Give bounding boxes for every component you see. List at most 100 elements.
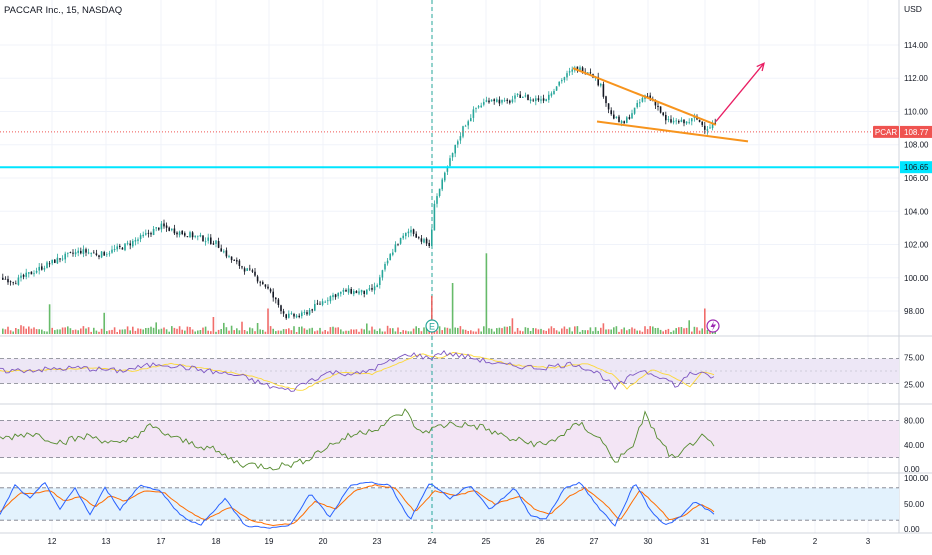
candle bbox=[545, 98, 547, 102]
price-candles[interactable] bbox=[2, 65, 716, 320]
volume-bar bbox=[516, 328, 519, 334]
volume-bar bbox=[407, 331, 410, 334]
volume-bar bbox=[436, 330, 438, 334]
volume-bar bbox=[184, 330, 186, 334]
candle bbox=[522, 96, 524, 98]
candle bbox=[462, 125, 464, 139]
volume-bar bbox=[615, 326, 618, 334]
volume-bar bbox=[685, 327, 688, 334]
volume-bar bbox=[129, 330, 131, 334]
volume-bar bbox=[327, 331, 329, 334]
candle bbox=[69, 251, 72, 254]
volume-bar bbox=[93, 327, 95, 334]
trend-drawings[interactable] bbox=[572, 62, 765, 143]
candle bbox=[61, 255, 64, 262]
price-axis[interactable]: 98.00 100.00 102.00 104.00 106.00 108.00 110.0… bbox=[904, 41, 929, 534]
candle bbox=[519, 91, 521, 98]
volume-bar bbox=[584, 330, 586, 334]
wedge-upper-line[interactable] bbox=[572, 67, 717, 126]
candle bbox=[134, 237, 137, 246]
volume-bar bbox=[532, 328, 534, 334]
candle bbox=[72, 249, 74, 257]
candle bbox=[449, 155, 451, 168]
candle bbox=[207, 233, 209, 244]
candle bbox=[147, 229, 150, 238]
candle bbox=[631, 109, 633, 119]
level-price-badge: 106.65 bbox=[900, 161, 932, 174]
volume-bar bbox=[529, 331, 532, 334]
volume-bar bbox=[160, 328, 163, 334]
projection-arrow[interactable] bbox=[715, 62, 765, 122]
volume-bar bbox=[163, 327, 165, 334]
volume-bar bbox=[470, 330, 472, 334]
candle bbox=[618, 114, 620, 123]
candle bbox=[256, 274, 259, 284]
candle bbox=[373, 282, 376, 295]
volume-bar bbox=[334, 327, 337, 334]
volume-bar bbox=[17, 329, 20, 334]
volume-bar bbox=[353, 329, 355, 334]
candle bbox=[210, 234, 212, 245]
candle bbox=[514, 92, 516, 103]
earnings-icon[interactable] bbox=[425, 319, 439, 333]
candle bbox=[264, 284, 267, 289]
time-tick-label: 18 bbox=[212, 537, 221, 546]
candle bbox=[100, 251, 103, 259]
candle bbox=[171, 228, 173, 232]
volume-bar bbox=[696, 327, 698, 334]
candle bbox=[379, 274, 381, 289]
candle bbox=[223, 249, 225, 254]
volume-bar bbox=[649, 326, 651, 334]
earnings-marker[interactable]: E bbox=[425, 319, 439, 333]
candle bbox=[641, 96, 644, 103]
volume-bar bbox=[103, 312, 105, 335]
volume-bar bbox=[607, 329, 610, 334]
candle bbox=[238, 259, 241, 269]
volume-bar bbox=[298, 326, 300, 334]
candle bbox=[548, 91, 550, 103]
volume-bar bbox=[290, 330, 293, 334]
candle bbox=[675, 118, 677, 125]
volume-bar bbox=[189, 327, 191, 334]
volume-bar bbox=[602, 323, 605, 334]
volume-bar bbox=[480, 331, 482, 334]
time-axis[interactable]: 12 13 17 18 19 20 23 24 25 26 27 30 31 Feb 2 3 bbox=[48, 537, 871, 546]
oscillator-pane[interactable] bbox=[0, 408, 715, 471]
candle bbox=[173, 224, 176, 235]
stochastic-pane[interactable] bbox=[0, 481, 715, 529]
volume-bar bbox=[316, 330, 319, 334]
dividend-marker[interactable] bbox=[706, 319, 720, 333]
candle bbox=[22, 273, 25, 280]
volume-bar bbox=[332, 326, 334, 334]
level-price-tag-text: 106.65 bbox=[904, 163, 929, 172]
rsi-pane[interactable] bbox=[0, 350, 715, 392]
volume-bar bbox=[225, 327, 228, 334]
rsi-tick-label: 75.00 bbox=[904, 353, 925, 362]
volume-bar bbox=[397, 327, 399, 334]
wedge-lower-line[interactable] bbox=[596, 120, 749, 143]
time-tick-label: 17 bbox=[157, 537, 166, 546]
candle bbox=[636, 100, 638, 109]
candle bbox=[215, 240, 217, 248]
volume-bar bbox=[633, 328, 636, 334]
candle bbox=[402, 233, 404, 240]
volume-bar bbox=[217, 329, 220, 334]
volume-bar bbox=[285, 329, 287, 334]
volume-bar bbox=[12, 331, 14, 334]
candle bbox=[334, 293, 337, 300]
candle bbox=[613, 110, 615, 120]
volume-bar bbox=[644, 326, 646, 334]
candle bbox=[477, 105, 480, 109]
volume-bar bbox=[431, 295, 433, 335]
candle bbox=[457, 139, 459, 148]
volume-bar bbox=[509, 326, 511, 334]
volume-bar bbox=[191, 329, 194, 334]
volume-bar bbox=[704, 308, 706, 334]
volume-bar bbox=[72, 330, 74, 334]
candle bbox=[4, 276, 7, 280]
candle bbox=[366, 289, 368, 295]
candle bbox=[308, 308, 311, 316]
